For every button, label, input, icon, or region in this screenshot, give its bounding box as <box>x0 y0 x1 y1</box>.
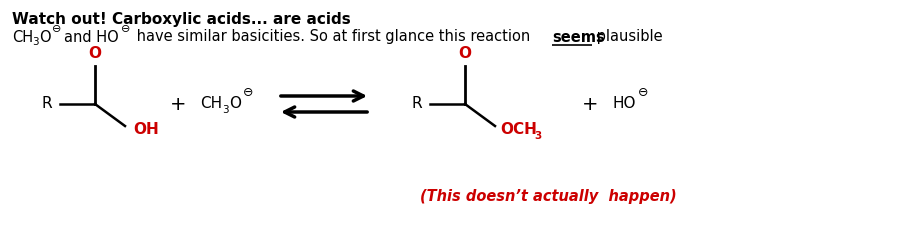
Text: OCH: OCH <box>500 122 537 138</box>
Text: CH: CH <box>200 96 222 112</box>
Text: 3: 3 <box>222 105 229 115</box>
Text: OH: OH <box>133 122 158 138</box>
Text: HO: HO <box>612 96 635 112</box>
Text: O: O <box>39 30 50 44</box>
Text: 3: 3 <box>534 131 541 141</box>
Text: 3: 3 <box>32 37 39 47</box>
Text: CH: CH <box>12 30 33 44</box>
Text: ⊖: ⊖ <box>52 24 61 34</box>
Text: +: + <box>170 94 186 113</box>
Text: plausible: plausible <box>592 30 662 44</box>
Text: ⊖: ⊖ <box>243 85 254 99</box>
Text: seems: seems <box>552 30 605 44</box>
Text: O: O <box>88 47 102 61</box>
Text: (This doesn’t actually  happen): (This doesn’t actually happen) <box>420 189 677 203</box>
Text: Watch out! Carboxylic acids... are acids: Watch out! Carboxylic acids... are acids <box>12 12 351 27</box>
Text: ⊖: ⊖ <box>638 85 649 99</box>
Text: +: + <box>581 94 598 113</box>
Text: R: R <box>41 96 52 112</box>
Text: O: O <box>229 96 241 112</box>
Text: ⊖: ⊖ <box>121 24 130 34</box>
Text: have similar basicities. So at first glance this reaction: have similar basicities. So at first gla… <box>132 30 535 44</box>
Text: R: R <box>411 96 422 112</box>
Text: and HO: and HO <box>64 30 119 44</box>
Text: O: O <box>458 47 472 61</box>
